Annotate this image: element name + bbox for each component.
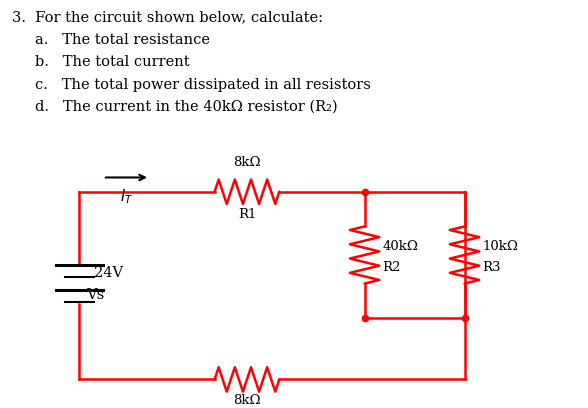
Text: Vs: Vs xyxy=(86,288,105,302)
Text: R1: R1 xyxy=(238,208,256,221)
Text: c.   The total power dissipated in all resistors: c. The total power dissipated in all res… xyxy=(35,78,371,91)
Text: 24V: 24V xyxy=(94,266,123,280)
Text: 8kΩ: 8kΩ xyxy=(233,394,260,407)
Text: d.   The current in the 40kΩ resistor (R₂): d. The current in the 40kΩ resistor (R₂) xyxy=(35,100,338,114)
Text: R2: R2 xyxy=(382,261,400,274)
Text: 8kΩ: 8kΩ xyxy=(233,156,260,169)
Text: a.   The total resistance: a. The total resistance xyxy=(35,33,211,47)
Text: 10kΩ: 10kΩ xyxy=(482,240,518,253)
Text: 3.  For the circuit shown below, calculate:: 3. For the circuit shown below, calculat… xyxy=(12,10,323,24)
Text: R3: R3 xyxy=(482,261,500,274)
Text: b.   The total current: b. The total current xyxy=(35,55,190,69)
Text: $I_T$: $I_T$ xyxy=(120,188,133,206)
Text: 40kΩ: 40kΩ xyxy=(382,240,418,253)
